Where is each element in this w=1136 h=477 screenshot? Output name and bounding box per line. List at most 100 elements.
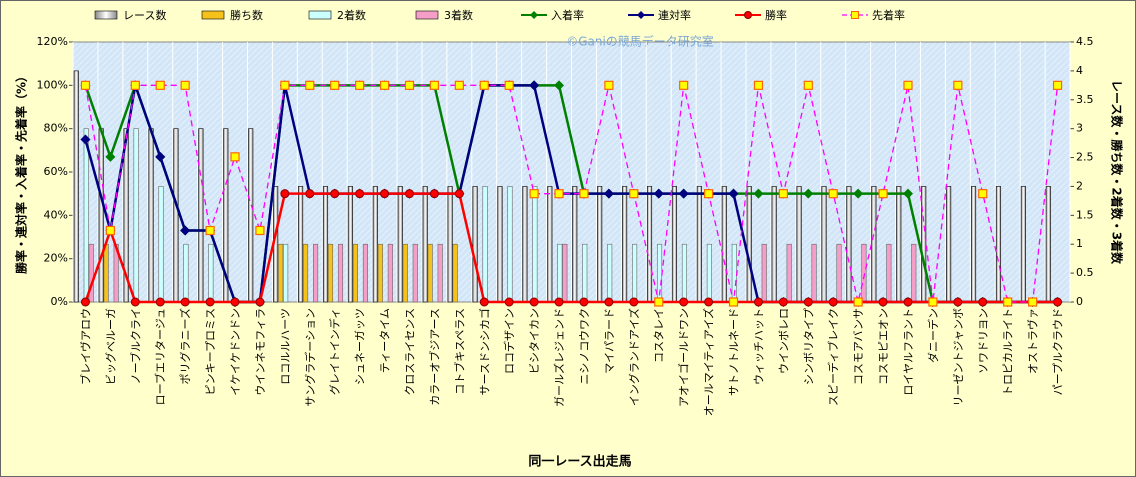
line-marker (728, 188, 739, 199)
bar (472, 186, 478, 303)
bar (352, 243, 358, 303)
bar (557, 243, 563, 303)
x-tick-label: ウィッチハット (752, 308, 765, 385)
bar (337, 243, 344, 303)
line-marker (529, 80, 540, 91)
x-tick-label: ローブエリタージュ (153, 308, 167, 405)
bar (771, 186, 777, 303)
line-marker (1053, 297, 1063, 307)
legend-label: 先着率 (872, 8, 905, 22)
line-marker (80, 134, 91, 145)
bar (447, 186, 453, 303)
bar (507, 186, 513, 303)
y2-tick-label: 2.5 (1076, 151, 1094, 164)
line-marker (928, 297, 938, 307)
bar (73, 70, 79, 303)
bar (158, 186, 164, 303)
bar (946, 186, 952, 303)
x-tick-label: シンボリタイプ (802, 308, 815, 385)
line-marker (404, 189, 414, 199)
bar (522, 186, 528, 303)
bar (183, 243, 189, 303)
x-tick-label: ビシタイカン (528, 308, 541, 374)
bar (387, 243, 393, 303)
line-marker (529, 297, 539, 307)
bar (1020, 186, 1026, 303)
line-marker (205, 297, 215, 307)
line-marker (629, 189, 639, 199)
bar (123, 128, 129, 303)
bar (572, 186, 578, 303)
line-marker (105, 225, 115, 236)
line-marker (728, 297, 739, 307)
line-marker (1003, 297, 1013, 307)
bar (347, 186, 353, 303)
y-tick-label: 0% (51, 295, 68, 308)
bar (248, 128, 254, 303)
legend-label: 2着数 (337, 8, 366, 22)
legend-swatch (308, 10, 332, 20)
x-tick-label: サースドンシカゴ (477, 308, 491, 395)
line-marker (355, 80, 365, 90)
bar (681, 243, 688, 303)
line-marker (230, 152, 240, 162)
x-tick-label: パープルクラウド (1052, 308, 1065, 395)
bar (422, 186, 428, 303)
x-tick-label: ピンキープロミス (204, 308, 217, 395)
x-tick-label: グレイトインディ (328, 308, 342, 395)
x-tick-label: コスモアバンサ (852, 308, 865, 385)
bar (846, 186, 852, 303)
line-marker (479, 297, 489, 307)
y-tick-label: 80% (44, 122, 68, 135)
bar (497, 186, 503, 303)
line-marker (155, 297, 165, 307)
legend-label: 勝ち数 (230, 8, 263, 22)
line-marker (978, 189, 988, 199)
line-marker (803, 188, 814, 199)
x-tick-label: ポリグラニーズ (178, 308, 192, 384)
line-marker (604, 80, 614, 90)
line-marker (180, 225, 191, 236)
x-tick-label: コトブキスペラス (452, 308, 466, 395)
line-marker (205, 225, 215, 236)
legend-marker (530, 11, 538, 19)
bar (821, 186, 827, 303)
x-tick-label: オストラヴァ (1026, 308, 1040, 374)
bar (148, 128, 154, 303)
line-marker (255, 225, 265, 236)
bar (452, 243, 458, 303)
line-marker (1028, 297, 1038, 307)
legend-marker (744, 11, 752, 19)
bar (437, 243, 443, 303)
bar (811, 243, 817, 303)
x-tick-label: ティータイム (379, 308, 392, 373)
y-tick-label: 20% (44, 252, 68, 265)
bar (303, 243, 309, 303)
line-marker (554, 80, 565, 91)
bar (1045, 186, 1051, 303)
x-axis-title: 同一レース出走馬 (528, 454, 631, 470)
line-marker (280, 80, 290, 90)
line-marker (679, 297, 689, 307)
x-tick-label: ニシノコウワク (578, 308, 591, 385)
x-tick-label: ウインネモフィラ (254, 308, 267, 396)
watermark: ©Ganiの競馬データ研究室 (566, 34, 714, 49)
y2-tick-label: 1.5 (1076, 208, 1094, 221)
line-marker (604, 297, 614, 307)
line (84, 84, 1059, 303)
line-marker (953, 297, 963, 307)
bar (886, 243, 892, 303)
line-marker (853, 297, 863, 307)
y2-tick-label: 4 (1076, 64, 1083, 77)
x-tick-label: シュネーガッツ (354, 308, 367, 385)
bar (836, 243, 842, 303)
x-tick-label: イングランドアイズ (627, 308, 641, 406)
line-marker (429, 80, 440, 90)
y2-tick-label: 3 (1076, 122, 1083, 135)
line-marker (504, 80, 514, 90)
bar (427, 243, 433, 303)
line-marker (978, 297, 988, 307)
legend-label: レース数 (123, 9, 166, 22)
bar (482, 186, 488, 303)
line-marker (878, 189, 888, 199)
